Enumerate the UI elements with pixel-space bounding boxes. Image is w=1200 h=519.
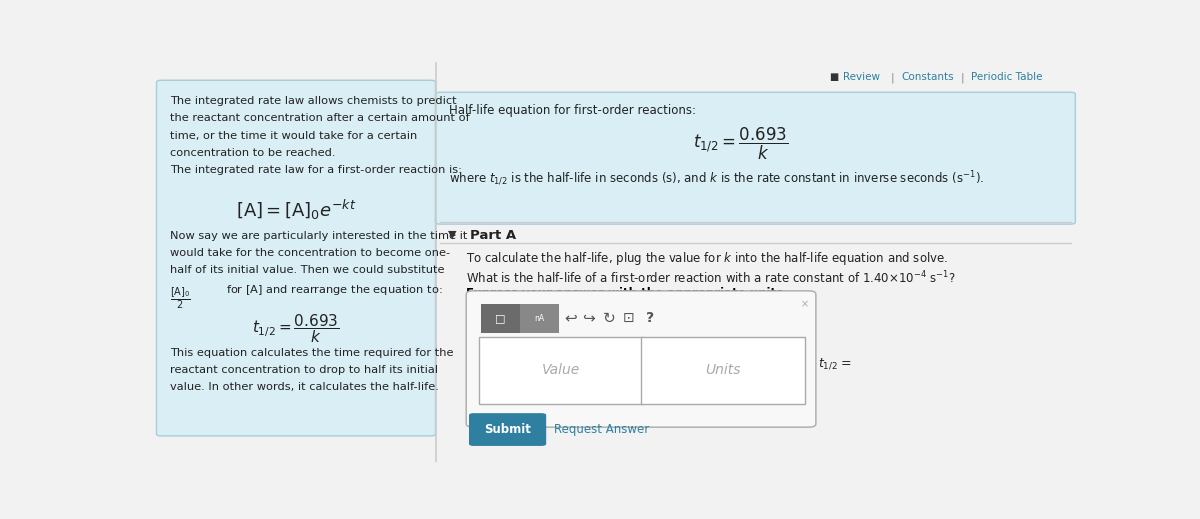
- Text: □: □: [496, 313, 506, 323]
- Text: |: |: [961, 72, 965, 83]
- Text: ?: ?: [647, 311, 654, 325]
- Text: To calculate the half-life, plug the value for $k$ into the half-life equation a: To calculate the half-life, plug the val…: [467, 250, 948, 267]
- FancyBboxPatch shape: [520, 304, 559, 333]
- FancyBboxPatch shape: [469, 413, 546, 446]
- Text: ■: ■: [829, 72, 838, 83]
- Text: The integrated rate law for a first-order reaction is:: The integrated rate law for a first-orde…: [170, 165, 462, 175]
- Text: What is the half-life of a first-order reaction with a rate constant of 1.40$\ti: What is the half-life of a first-order r…: [467, 269, 955, 286]
- Text: Half-life equation for first-order reactions:: Half-life equation for first-order react…: [450, 104, 696, 117]
- FancyBboxPatch shape: [436, 92, 1075, 224]
- Text: ↩: ↩: [564, 310, 577, 325]
- Text: ⊡: ⊡: [623, 311, 635, 325]
- Text: concentration to be reached.: concentration to be reached.: [170, 148, 336, 158]
- Text: ↻: ↻: [604, 310, 616, 325]
- Text: ×: ×: [802, 299, 809, 309]
- Text: reactant concentration to drop to half its initial: reactant concentration to drop to half i…: [170, 365, 438, 375]
- Text: This equation calculates the time required for the: This equation calculates the time requir…: [170, 348, 454, 358]
- Text: Request Answer: Request Answer: [553, 423, 649, 436]
- Text: Periodic Table: Periodic Table: [971, 72, 1043, 83]
- Text: The integrated rate law allows chemists to predict: The integrated rate law allows chemists …: [170, 96, 457, 106]
- Text: for $[\mathrm{A}]$ and rearrange the equation to:: for $[\mathrm{A}]$ and rearrange the equ…: [227, 283, 443, 297]
- Text: $t_{1/2} = \dfrac{0.693}{k}$: $t_{1/2} = \dfrac{0.693}{k}$: [252, 312, 340, 345]
- Text: half of its initial value. Then we could substitute: half of its initial value. Then we could…: [170, 265, 445, 275]
- Text: Units: Units: [706, 363, 740, 377]
- Text: $t_{1/2}$ =: $t_{1/2}$ =: [817, 357, 852, 372]
- Text: ↪: ↪: [582, 310, 595, 325]
- Text: |: |: [890, 72, 894, 83]
- Text: $[\mathrm{A}] = [\mathrm{A}]_0 e^{-kt}$: $[\mathrm{A}] = [\mathrm{A}]_0 e^{-kt}$: [235, 198, 356, 222]
- FancyBboxPatch shape: [481, 304, 520, 333]
- Text: $\frac{[\mathrm{A}]_0}{2}$: $\frac{[\mathrm{A}]_0}{2}$: [170, 285, 191, 311]
- Text: Value: Value: [542, 363, 580, 377]
- FancyBboxPatch shape: [466, 291, 816, 427]
- Text: where $t_{1/2}$ is the half-life in seconds (s), and $k$ is the rate constant in: where $t_{1/2}$ is the half-life in seco…: [450, 170, 984, 188]
- Text: Constants: Constants: [901, 72, 954, 83]
- FancyBboxPatch shape: [156, 80, 436, 436]
- Text: Review: Review: [842, 72, 880, 83]
- FancyBboxPatch shape: [479, 337, 643, 404]
- Text: nA: nA: [535, 313, 545, 322]
- Text: Part A: Part A: [470, 228, 516, 241]
- Text: $t_{1/2} = \dfrac{0.693}{k}$: $t_{1/2} = \dfrac{0.693}{k}$: [692, 126, 788, 162]
- Text: would take for the concentration to become one-: would take for the concentration to beco…: [170, 248, 450, 258]
- Text: the reactant concentration after a certain amount of: the reactant concentration after a certa…: [170, 114, 470, 124]
- FancyBboxPatch shape: [641, 337, 805, 404]
- Text: time, or the time it would take for a certain: time, or the time it would take for a ce…: [170, 131, 418, 141]
- Text: value. In other words, it calculates the half-life.: value. In other words, it calculates the…: [170, 383, 439, 392]
- Text: Submit: Submit: [484, 423, 530, 436]
- Text: Express your answer with the appropriate units.: Express your answer with the appropriate…: [467, 288, 788, 301]
- Text: Now say we are particularly interested in the time it: Now say we are particularly interested i…: [170, 231, 468, 241]
- Text: ▼: ▼: [448, 229, 456, 239]
